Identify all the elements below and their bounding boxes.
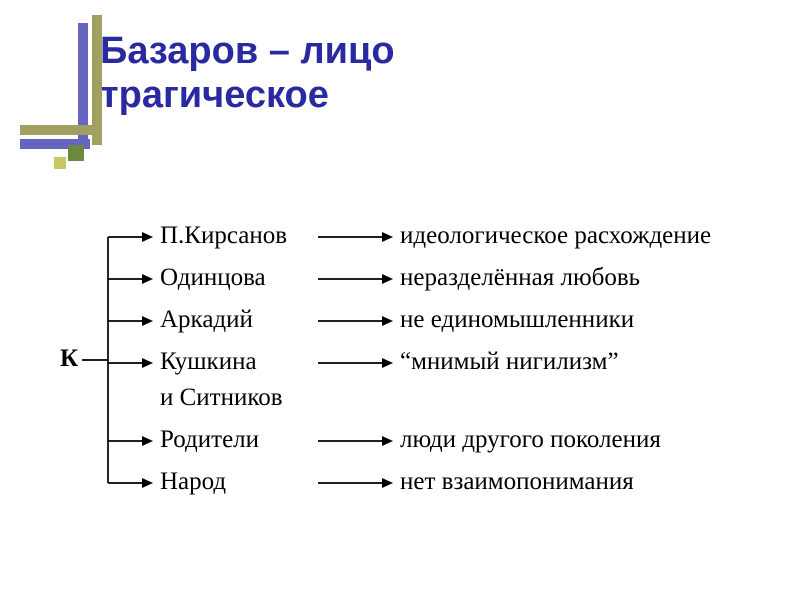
diagram-name: Родители xyxy=(160,426,259,454)
diagram-desc: идеологическое расхождение xyxy=(400,222,711,250)
diagram-desc: неразделённая любовь xyxy=(400,264,640,292)
diagram: К П.Кирсановидеологическое расхождениеОд… xyxy=(60,215,760,545)
deco-square-small xyxy=(54,157,66,169)
slide-title: Базаров – лицо трагическое xyxy=(100,30,395,117)
diagram-desc: нет взаимопонимания xyxy=(400,468,634,496)
diagram-name: Кушкина xyxy=(160,348,257,376)
diagram-desc: не единомышленники xyxy=(400,306,634,334)
diagram-desc: люди другого поколения xyxy=(400,426,661,454)
title-line1: Базаров – лицо xyxy=(100,30,395,72)
title-line2: трагическое xyxy=(100,74,329,116)
deco-hline-outer xyxy=(20,125,100,135)
diagram-name: П.Кирсанов xyxy=(160,222,287,250)
diagram-name-subline: и Ситников xyxy=(160,384,283,412)
corner-decoration xyxy=(20,115,150,175)
diagram-name: Аркадий xyxy=(160,306,253,334)
slide: Базаров – лицо трагическое К П.Кирсанови… xyxy=(0,0,800,600)
diagram-desc: “мнимый нигилизм” xyxy=(400,348,619,376)
diagram-name: Народ xyxy=(160,468,226,496)
deco-square-big xyxy=(68,145,84,161)
diagram-name: Одинцова xyxy=(160,264,266,292)
